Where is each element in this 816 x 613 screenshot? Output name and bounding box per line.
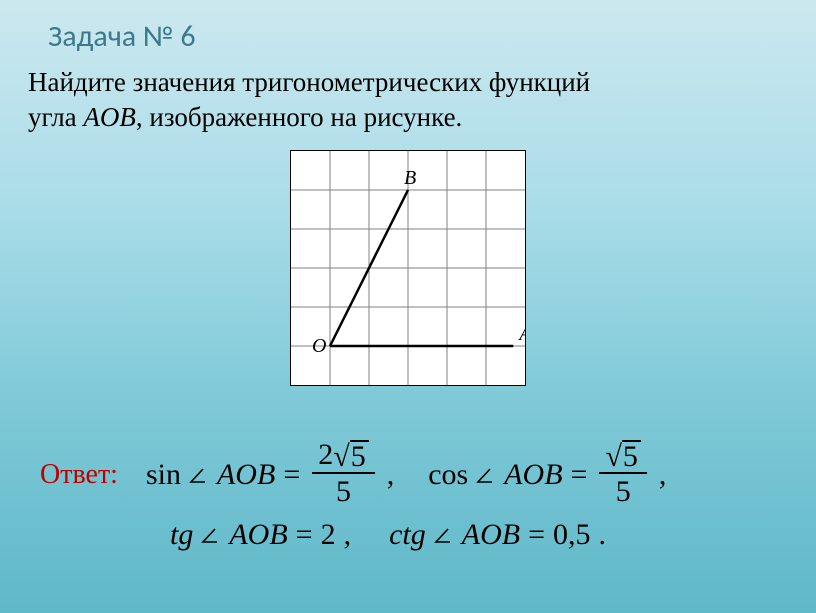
sin-numerator: 2√5: [312, 440, 374, 474]
cos-denominator: 5: [610, 474, 637, 510]
problem-statement: Найдите значения тригонометрических функ…: [28, 65, 788, 135]
problem-line2-suffix: , изображенного на рисунке.: [136, 102, 462, 132]
svg-text:O: O: [312, 335, 326, 357]
sqrt-icon: √5: [333, 440, 368, 472]
cos-numerator: √5: [599, 440, 646, 474]
comma: ,: [344, 518, 352, 552]
formula-row-1: Ответ: sin AOB = 2√5 5 , cos AOB = √5 5 …: [40, 440, 786, 510]
svg-text:B: B: [404, 167, 416, 189]
ctg-fn: ctg: [389, 518, 426, 552]
period: .: [599, 518, 607, 552]
tg-val: 2: [321, 518, 336, 552]
equals: =: [296, 518, 313, 552]
answer-block: Ответ: sin AOB = 2√5 5 , cos AOB = √5 5 …: [40, 440, 786, 560]
angle-icon: [434, 518, 452, 552]
cos-num-rad: 5: [622, 440, 641, 472]
tg-angle: AOB: [229, 518, 287, 552]
cos-fraction: √5 5: [599, 440, 646, 510]
sin-fraction: 2√5 5: [312, 440, 374, 510]
tg-fn: tg: [170, 518, 193, 552]
angle-icon: [189, 458, 207, 492]
formula-row-2: tg AOB = 2, ctg AOB = 0,5.: [170, 518, 786, 552]
svg-text:A: A: [517, 323, 525, 345]
problem-line1: Найдите значения тригонометрических функ…: [28, 67, 590, 97]
diagram-svg: O A B: [291, 151, 525, 385]
equals: =: [283, 458, 300, 492]
sin-fn: sin: [146, 458, 181, 492]
sin-num-rad: 5: [350, 440, 369, 472]
problem-line2-prefix: угла: [28, 102, 83, 132]
angle-icon: [201, 518, 219, 552]
problem-angle-name: AOB: [83, 102, 135, 132]
sin-num-coef: 2: [318, 438, 333, 471]
angle-icon: [476, 458, 494, 492]
angle-diagram: O A B: [290, 150, 526, 386]
comma: ,: [387, 458, 395, 492]
cos-fn: cos: [428, 458, 468, 492]
sqrt-icon: √5: [605, 440, 640, 472]
ctg-angle: AOB: [462, 518, 520, 552]
sin-denominator: 5: [330, 474, 357, 510]
problem-title: Задача № 6: [48, 18, 196, 55]
cos-angle: AOB: [504, 458, 562, 492]
comma: ,: [659, 458, 667, 492]
ctg-val: 0,5: [553, 518, 591, 552]
equals: =: [571, 458, 588, 492]
sin-angle: AOB: [217, 458, 275, 492]
answer-label: Ответ:: [40, 459, 118, 491]
equals: =: [528, 518, 545, 552]
